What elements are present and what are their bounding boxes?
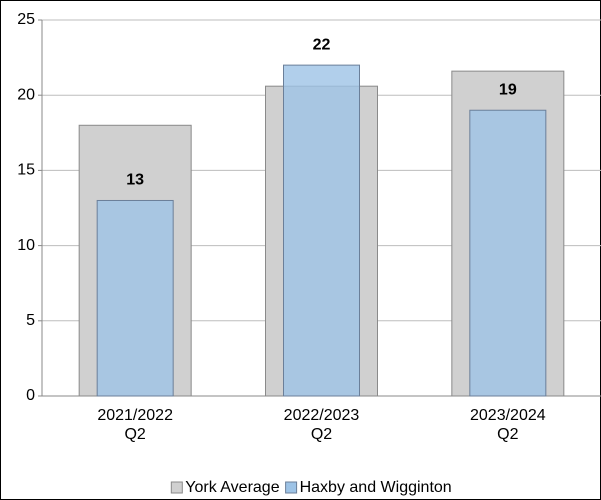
bar <box>469 109 547 397</box>
data-label: 22 <box>313 36 331 53</box>
bar <box>283 64 360 397</box>
y-tick-label: 10 <box>17 237 35 254</box>
x-tick-label: 2023/2024 Q2 <box>470 407 546 443</box>
x-tick-label: 2021/2022 Q2 <box>97 407 173 443</box>
y-tick-label: 25 <box>17 11 35 28</box>
y-tick-label: 0 <box>26 387 35 404</box>
data-label: 13 <box>126 172 144 189</box>
legend-swatch <box>285 481 298 494</box>
legend-swatch <box>170 481 183 494</box>
legend-item: York Average <box>170 479 280 496</box>
x-tick-label: 2022/2023 Q2 <box>283 407 360 443</box>
y-tick-label: 15 <box>17 162 35 179</box>
legend-label: Haxby and Wigginton <box>300 479 452 496</box>
y-tick-label: 5 <box>26 312 35 329</box>
y-tick-label: 20 <box>17 86 35 103</box>
legend-label: York Average <box>185 479 279 496</box>
legend-item: Haxby and Wigginton <box>285 479 452 496</box>
bar <box>96 199 174 397</box>
data-label: 19 <box>499 81 517 98</box>
